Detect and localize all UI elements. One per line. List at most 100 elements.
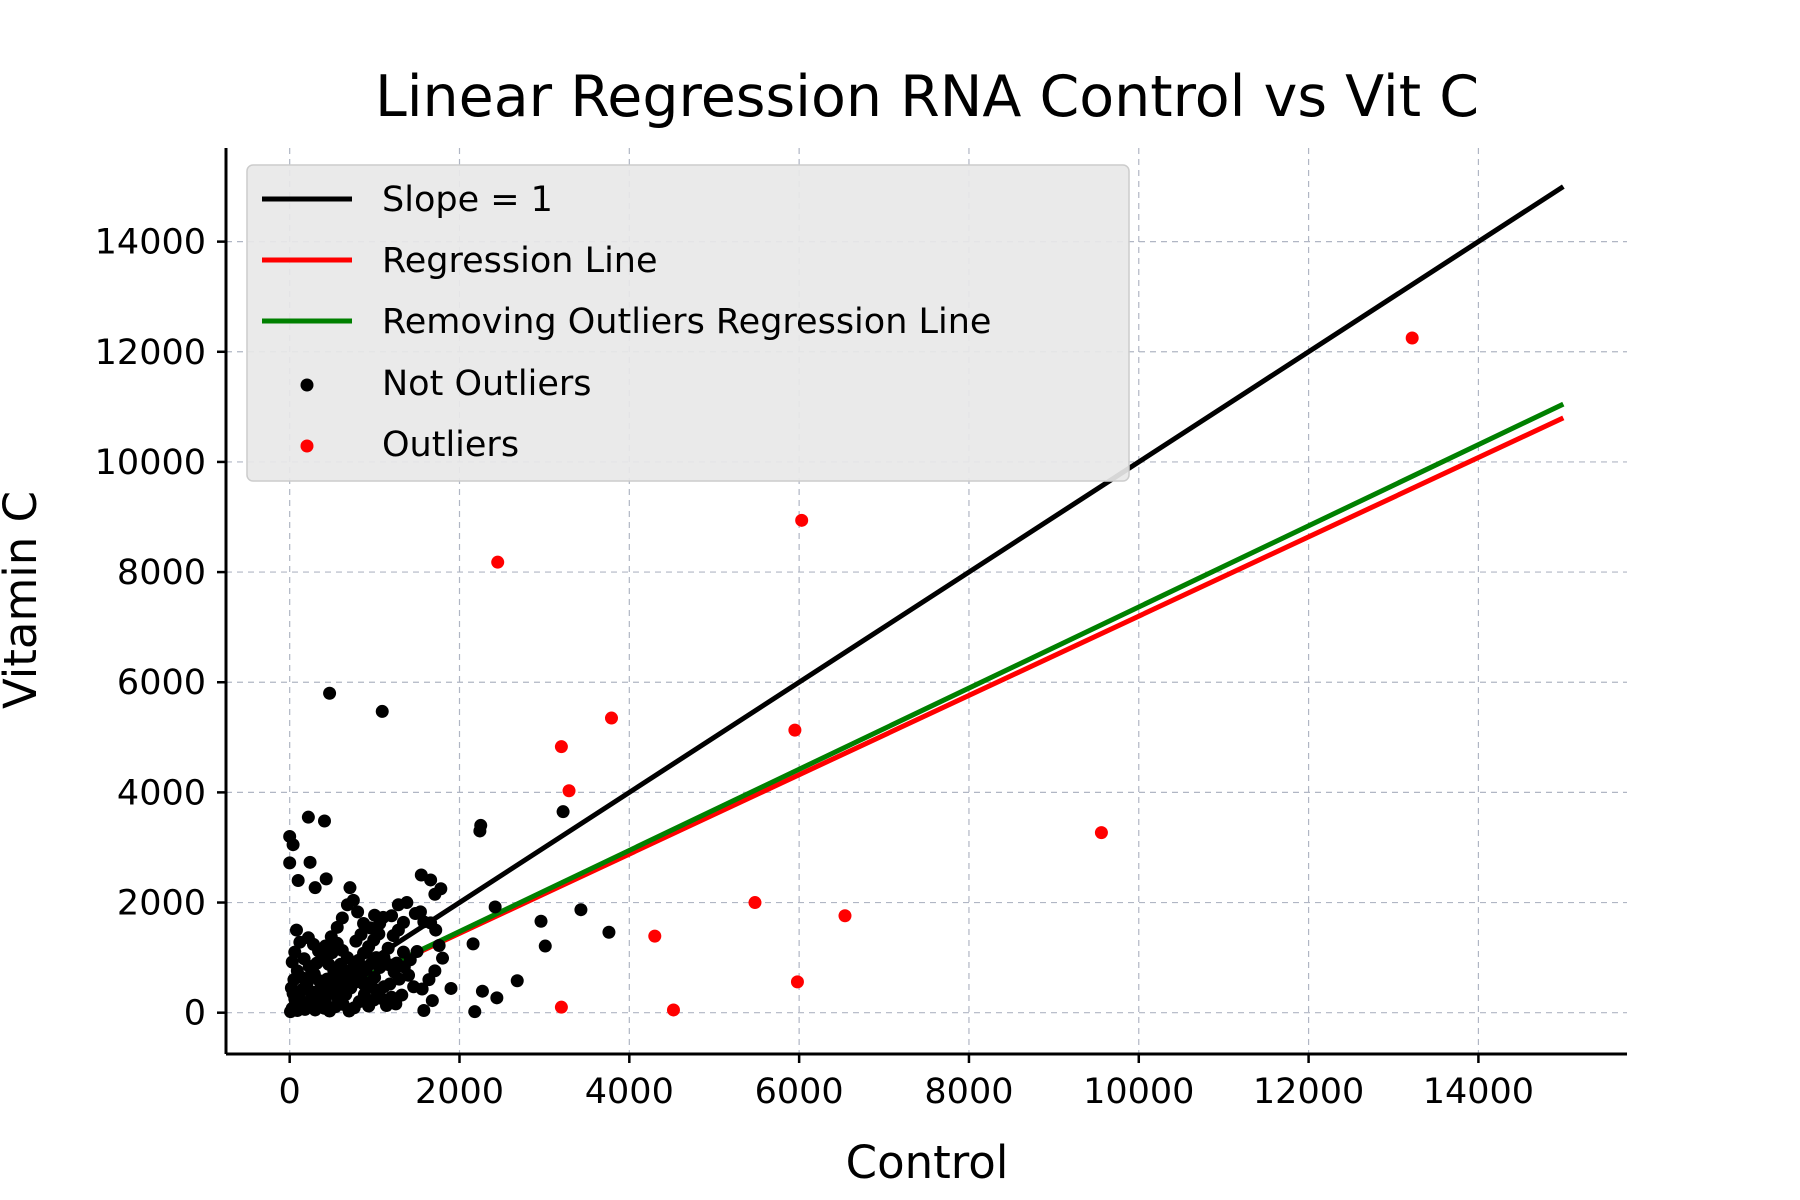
not-outliers-point	[323, 686, 337, 700]
not-outliers-point	[510, 974, 524, 988]
y-tick-label: 14000	[95, 223, 206, 263]
x-tick-label: 4000	[585, 1072, 674, 1112]
not-outliers-point	[390, 956, 404, 970]
not-outliers-point	[432, 939, 446, 953]
outliers-point	[788, 723, 802, 737]
not-outliers-point	[317, 814, 331, 828]
y-tick-label: 6000	[117, 663, 206, 703]
not-outliers-point	[490, 991, 504, 1005]
legend-swatch-marker	[300, 378, 314, 392]
x-tick-label: 2000	[415, 1072, 504, 1112]
not-outliers-point	[466, 937, 480, 951]
outliers-point	[838, 909, 852, 923]
legend: Slope = 1 Regression Line Removing Outlier…	[246, 164, 1130, 482]
y-axis-title: Vitamin C	[0, 491, 47, 709]
outliers-point	[1405, 331, 1419, 345]
not-outliers-point	[340, 898, 354, 912]
not-outliers-point	[286, 838, 300, 852]
data-points	[283, 331, 1419, 1019]
x-tick-label: 10000	[1083, 1072, 1194, 1112]
not-outliers-point	[301, 931, 315, 945]
not-outliers-point	[468, 1005, 482, 1019]
x-tick-label: 6000	[755, 1072, 844, 1112]
y-tick-label: 0	[184, 994, 206, 1034]
x-axis-title: Control	[846, 1136, 1009, 1189]
not-outliers-point	[373, 916, 387, 930]
not-outliers-point	[385, 909, 399, 923]
not-outliers-point	[385, 990, 399, 1004]
not-outliers-point	[473, 824, 487, 838]
not-outliers-point	[344, 970, 358, 984]
not-outliers-point	[413, 905, 427, 919]
regression-lines	[288, 184, 1565, 1015]
not-outliers-point	[289, 923, 303, 937]
not-outliers-point	[534, 914, 548, 928]
y-tick-label: 12000	[95, 333, 206, 373]
not-outliers-point	[351, 905, 365, 919]
outliers-point	[562, 784, 576, 798]
x-tick-label: 14000	[1423, 1072, 1534, 1112]
outliers-point	[795, 513, 809, 527]
not-outliers-point	[424, 873, 438, 887]
outliers-point	[554, 740, 568, 754]
not-outliers-point	[291, 874, 305, 888]
not-outliers-point	[407, 980, 421, 994]
x-tick-label: 0	[279, 1072, 301, 1112]
outliers-point	[648, 929, 662, 943]
outliers-point	[748, 896, 762, 910]
y-tick-label: 2000	[117, 884, 206, 924]
not-outliers-point	[392, 972, 406, 986]
x-tick-label: 8000	[924, 1072, 1013, 1112]
outliers-point	[491, 555, 505, 569]
not-outliers-point	[429, 923, 443, 937]
not-outliers-point	[318, 993, 332, 1007]
line-removing-outliers-regression-line	[288, 401, 1565, 1015]
not-outliers-point	[602, 925, 616, 939]
not-outliers-point	[444, 981, 458, 995]
legend-label: Removing Outliers Regression Line	[382, 302, 991, 342]
not-outliers-point	[538, 939, 552, 953]
not-outliers-point	[425, 994, 439, 1008]
y-tick-label: 8000	[117, 553, 206, 593]
not-outliers-point	[325, 946, 339, 960]
not-outliers-point	[488, 900, 502, 914]
not-outliers-point	[556, 805, 570, 819]
not-outliers-point	[357, 916, 371, 930]
legend-swatch-marker	[300, 439, 314, 453]
not-outliers-point	[417, 1003, 431, 1017]
not-outliers-point	[359, 945, 373, 959]
outliers-point	[1094, 826, 1108, 840]
not-outliers-point	[372, 927, 386, 941]
not-outliers-point	[329, 983, 343, 997]
y-tick-label: 4000	[117, 773, 206, 813]
not-outliers-point	[400, 896, 414, 910]
legend-label: Regression Line	[382, 241, 658, 281]
not-outliers-point	[301, 810, 315, 824]
chart-title: Linear Regression RNA Control vs Vit C	[375, 64, 1479, 130]
outliers-point	[604, 711, 618, 725]
legend-box	[246, 164, 1130, 482]
not-outliers-point	[283, 856, 297, 870]
not-outliers-point	[362, 999, 376, 1013]
legend-label: Outliers	[382, 425, 519, 465]
ticks: 0 2000 4000 6000 8000 10000 12000 14000 0 2000 400…	[95, 223, 1534, 1112]
not-outliers-point	[396, 915, 410, 929]
not-outliers-point	[475, 984, 489, 998]
not-outliers-point	[319, 872, 333, 886]
x-tick-label: 12000	[1253, 1072, 1364, 1112]
not-outliers-point	[428, 887, 442, 901]
not-outliers-point	[308, 1003, 322, 1017]
outliers-point	[790, 975, 804, 989]
y-tick-label: 10000	[95, 443, 206, 483]
not-outliers-point	[354, 927, 368, 941]
not-outliers-point	[375, 704, 389, 718]
outliers-point	[554, 1000, 568, 1014]
not-outliers-point	[574, 903, 588, 917]
line-slope-1	[288, 184, 1565, 1015]
not-outliers-point	[303, 855, 317, 869]
not-outliers-point	[436, 951, 450, 965]
not-outliers-point	[330, 920, 344, 934]
not-outliers-point	[343, 881, 357, 895]
legend-label: Not Outliers	[382, 364, 592, 404]
